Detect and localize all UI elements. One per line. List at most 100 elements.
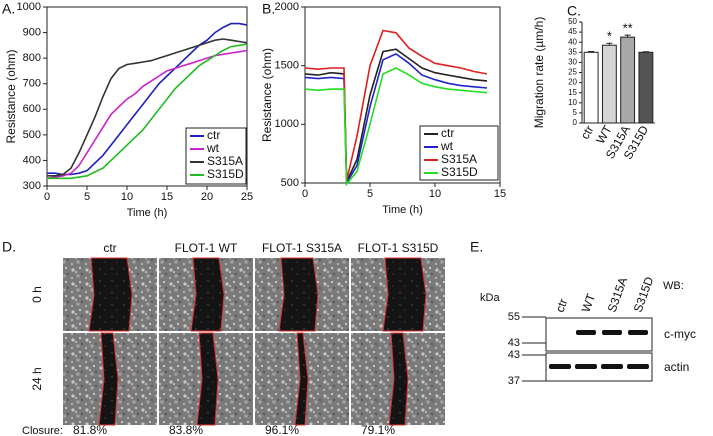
error-bar	[642, 51, 649, 53]
legend-label: S315A	[441, 152, 477, 166]
plot-frame	[46, 6, 248, 187]
bar	[583, 51, 599, 124]
closure-value: 83.8%	[169, 423, 203, 436]
closure-value: 79.1%	[361, 423, 395, 436]
band	[602, 330, 622, 335]
series-line	[47, 43, 248, 180]
y-tick-label: 800	[23, 52, 41, 64]
band-label: actin	[664, 360, 689, 374]
wound-area	[278, 257, 319, 332]
x-tick-label: 15	[494, 188, 506, 200]
y-tick-label: 1500	[275, 60, 299, 72]
x-axis-label: Time (h)	[382, 204, 423, 216]
lane-label: S315D	[631, 275, 657, 315]
series-line	[47, 38, 248, 177]
y-tick-label: 2000	[275, 1, 299, 13]
legend-label: S315D	[441, 165, 478, 179]
x-axis-label: Time (h)	[127, 207, 168, 219]
series-line	[304, 52, 488, 186]
wound-area	[98, 332, 119, 426]
x-tick-label: 0	[302, 188, 308, 200]
y-tick-label: 50	[568, 17, 577, 26]
lane-label: S315A	[605, 275, 630, 314]
band-label: c-myc	[664, 327, 696, 341]
bar	[601, 44, 617, 124]
bar	[638, 51, 654, 124]
band	[575, 364, 597, 369]
wb-label: WB:	[663, 280, 684, 292]
wound-area	[382, 257, 427, 332]
closure-label: Closure:	[22, 425, 63, 436]
y-tick-label: 15	[568, 88, 577, 97]
legend-label: ctr	[441, 126, 454, 140]
x-tick-label: 25	[241, 191, 253, 203]
legend-label: ctr	[207, 128, 220, 142]
band	[627, 364, 649, 369]
kda-label: kDa	[480, 292, 500, 304]
band	[549, 364, 571, 369]
y-axis-label: Migration rate (µm/h)	[532, 17, 546, 129]
y-tick-label: 500	[23, 129, 41, 141]
y-tick-label: 0	[573, 118, 578, 127]
y-tick-label: 1000	[275, 118, 299, 130]
series-line	[304, 67, 488, 187]
row-label: 24 h	[30, 367, 44, 390]
y-tick-label: 1000	[17, 1, 41, 13]
panel-label: E.	[470, 239, 483, 255]
column-label: FLOT-1 S315D	[358, 241, 439, 255]
legend-label: wt	[206, 141, 220, 155]
wound-area	[294, 332, 309, 426]
x-tick-label: 5	[367, 188, 373, 200]
panel-label: B.	[262, 1, 275, 17]
error-bar	[606, 42, 613, 46]
plot-frame	[304, 6, 501, 184]
y-axis-label: Resistance (ohm)	[260, 48, 274, 142]
panel-label: A.	[2, 1, 15, 17]
y-tick-label: 900	[23, 26, 41, 38]
lane-label: ctr	[553, 297, 571, 314]
error-bar	[588, 50, 595, 53]
band	[628, 330, 648, 335]
legend-label: S315A	[207, 154, 243, 168]
x-tick-label: 5	[84, 191, 90, 203]
band	[601, 364, 623, 369]
series-line	[47, 22, 248, 176]
annotation: *	[607, 29, 612, 44]
y-tick-label: 40	[568, 37, 577, 46]
column-label: FLOT-1 WT	[175, 241, 238, 255]
annotation: **	[623, 21, 633, 36]
marker-label: 37	[508, 375, 520, 387]
panel-label: C.	[567, 3, 581, 19]
bar	[620, 36, 636, 124]
y-tick-label: 20	[568, 78, 577, 87]
wound-area	[190, 257, 225, 332]
y-tick-label: 300	[23, 180, 41, 192]
x-tick-label: 10	[429, 188, 441, 200]
wound-area	[88, 257, 133, 332]
y-tick-label: 10	[568, 98, 577, 107]
x-tick-label: ctr	[578, 123, 597, 142]
band	[576, 330, 596, 335]
y-tick-label: 45	[568, 27, 577, 36]
x-tick-label: 15	[161, 191, 173, 203]
legend-label: wt	[440, 139, 454, 153]
x-tick-label: 0	[44, 191, 50, 203]
lane-label: WT	[579, 291, 599, 314]
series-line	[304, 29, 488, 181]
column-label: FLOT-1 S315A	[262, 241, 342, 255]
error-bar	[624, 34, 631, 38]
series-line	[304, 48, 488, 183]
y-tick-label: 400	[23, 154, 41, 166]
panel-label: D.	[2, 239, 16, 255]
marker-label: 43	[508, 337, 520, 349]
y-tick-label: 700	[23, 78, 41, 90]
y-tick-label: 30	[568, 58, 577, 67]
row-label: 0 h	[30, 286, 44, 303]
y-axis-label: Resistance (ohm)	[4, 49, 18, 143]
legend-label: S315D	[207, 167, 244, 181]
x-tick-label: 10	[121, 191, 133, 203]
y-tick-label: 5	[573, 108, 578, 117]
marker-label: 55	[508, 311, 520, 323]
